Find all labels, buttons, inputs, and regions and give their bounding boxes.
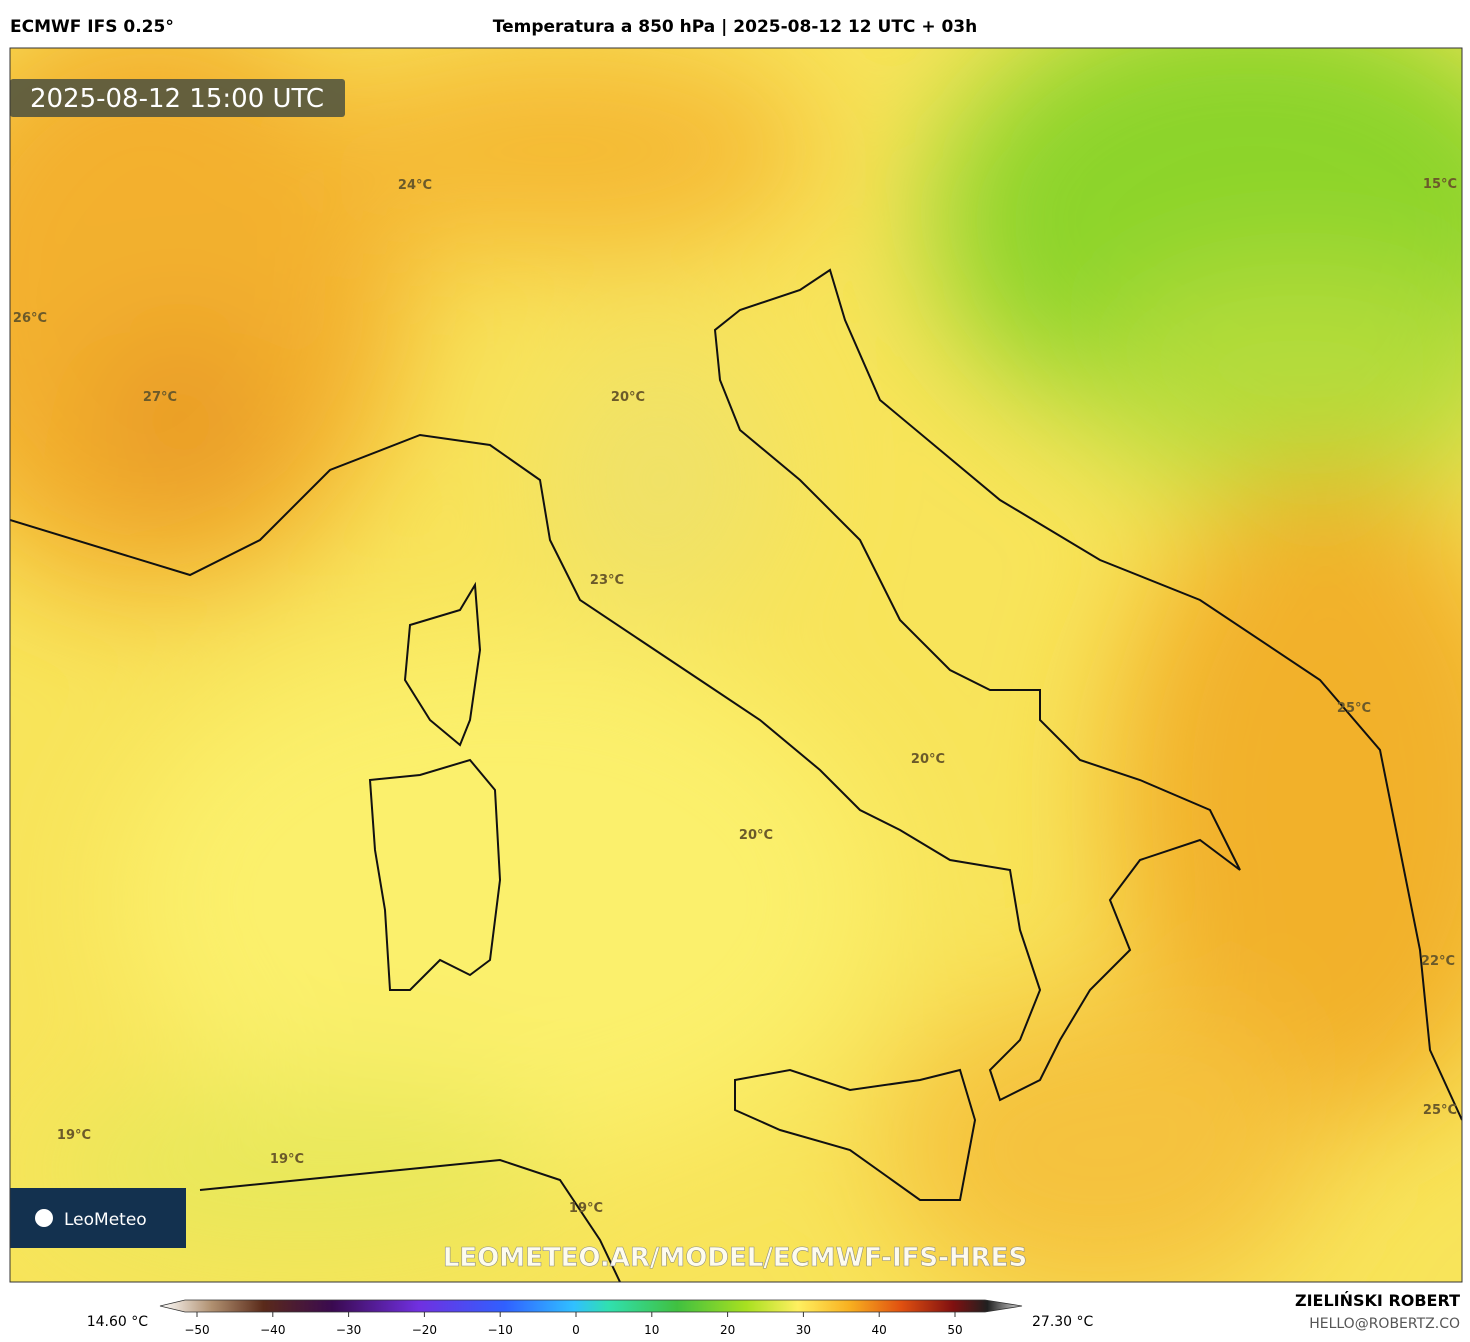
temp-label: 26°C [13,311,47,326]
colorbar-tick-label: −20 [412,1323,437,1337]
temp-label: 27°C [143,390,177,405]
temp-label: 25°C [1423,1103,1457,1118]
colorbar-ticks: −50 −40 −30 −20 −10 0 10 20 30 40 50 [184,1312,963,1337]
map: 24°C 26°C 27°C 20°C 23°C 20°C 20°C 25°C … [10,48,1462,1282]
colorbar-tick-label: 40 [872,1323,887,1337]
colorbar-tick-label: 50 [947,1323,962,1337]
temp-label: 25°C [1337,701,1371,716]
author: ZIELIŃSKI ROBERT [1295,1291,1460,1310]
colorbar-tick-label: −10 [488,1323,513,1337]
temp-label: 20°C [739,828,773,843]
map-frame [9,47,1463,1283]
colorbar-max: 27.30 °C [1032,1314,1094,1330]
isotherm-labels: 24°C 26°C 27°C 20°C 23°C 20°C 20°C 25°C … [13,177,1457,1216]
colorbar-tick-label: 20 [720,1323,735,1337]
colorbar-tick-label: −40 [260,1323,285,1337]
colorbar-tick-label: 0 [572,1323,580,1337]
temp-label: 19°C [569,1201,603,1216]
colorbar-tick-label: 30 [796,1323,811,1337]
colorbar-tick-label: 10 [644,1323,659,1337]
coastline [10,268,1462,1282]
colorbar-tick-label: −50 [184,1323,209,1337]
temp-label: 15°C [1423,177,1457,192]
colorbar-min: 14.60 °C [87,1314,149,1330]
valid-time: 2025-08-12 15:00 UTC [30,84,324,114]
map-title: Temperatura a 850 hPa | 2025-08-12 12 UT… [493,17,978,37]
temp-label: 19°C [57,1128,91,1143]
temp-label: 20°C [611,390,645,405]
temp-label: 24°C [398,178,432,193]
logo-sun [35,1209,53,1227]
colorbar-tick-label: −30 [336,1323,361,1337]
temp-label: 20°C [911,752,945,767]
time-box [10,79,345,117]
temp-label: 22°C [1421,954,1455,969]
logo-text: LeoMeteo [64,1210,147,1230]
temp-label: 23°C [590,573,624,588]
model-name: ECMWF IFS 0.25° [10,17,174,37]
temp-label: 19°C [270,1152,304,1167]
colorbar [159,1299,1023,1313]
watermark: LEOMETEO.AR/MODEL/ECMWF-IFS-HRES [443,1243,1027,1273]
email: HELLO@ROBERTZ.CO [1309,1316,1460,1332]
